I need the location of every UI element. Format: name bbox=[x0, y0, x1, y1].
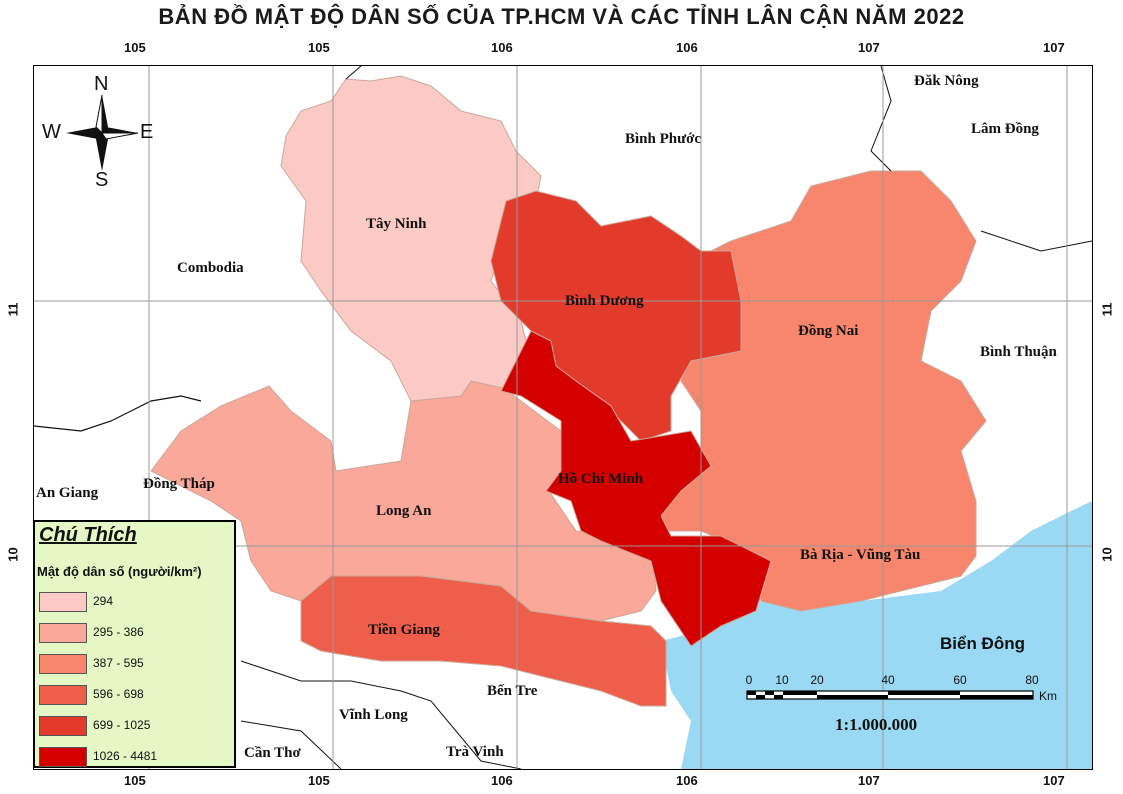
label-bien-dong: Biển Đông bbox=[940, 634, 1025, 653]
label-combodia: Combodia bbox=[177, 260, 244, 276]
compass-s: S bbox=[95, 169, 109, 191]
label-binh-thuan: Bình Thuận bbox=[980, 344, 1057, 360]
label-lam-dong: Lâm Đồng bbox=[971, 121, 1039, 137]
label-tay-ninh: Tây Ninh bbox=[366, 216, 427, 232]
label-ho-chi-minh: Hồ Chí Minh bbox=[558, 471, 644, 487]
legend-label: 596 - 698 bbox=[93, 687, 144, 701]
legend-item: 387 - 595 bbox=[39, 654, 229, 674]
legend-label: 1026 - 4481 bbox=[93, 749, 158, 763]
border-line bbox=[240, 720, 342, 769]
north-arrow: N S W E bbox=[40, 73, 160, 191]
grid-label-bottom: 106 bbox=[676, 773, 698, 788]
legend-title: Chú Thích bbox=[39, 524, 137, 546]
label-dak-nong: Đăk Nông bbox=[914, 73, 979, 89]
grid-label-bottom: 107 bbox=[1043, 773, 1065, 788]
legend-item: 699 - 1025 bbox=[39, 716, 229, 736]
scale-tick: 40 bbox=[881, 673, 895, 687]
scale-tick: 60 bbox=[953, 673, 967, 687]
grid-label-top: 106 bbox=[491, 40, 513, 55]
grid-label-top: 105 bbox=[124, 40, 146, 55]
scale-ratio: 1:1.000.000 bbox=[835, 715, 918, 734]
scale-tick: 20 bbox=[810, 673, 824, 687]
legend-label: 294 bbox=[93, 594, 114, 608]
grid-label-left: 10 bbox=[5, 547, 21, 562]
grid-label-bottom: 105 bbox=[308, 773, 330, 788]
label-an-giang: An Giang bbox=[36, 485, 99, 501]
legend-swatch bbox=[39, 716, 87, 736]
legend-label: 295 - 386 bbox=[93, 625, 144, 639]
sea-area bbox=[661, 501, 1092, 769]
label-can-tho: Cần Thơ bbox=[244, 745, 301, 761]
compass-e: E bbox=[140, 121, 154, 143]
label-binh-duong: Bình Dương bbox=[565, 293, 644, 309]
compass-n: N bbox=[94, 73, 109, 95]
border-line bbox=[980, 230, 1092, 252]
label-dong-thap: Đồng Tháp bbox=[143, 476, 215, 492]
scale-tick: 0 bbox=[745, 673, 753, 687]
legend-item: 294 bbox=[39, 592, 229, 612]
legend-swatch bbox=[39, 592, 87, 612]
legend-label: 387 - 595 bbox=[93, 656, 144, 670]
legend-swatch bbox=[39, 623, 87, 643]
scale-graphic bbox=[746, 690, 1034, 700]
compass-rose-icon bbox=[66, 94, 139, 171]
grid-label-top: 107 bbox=[1043, 40, 1065, 55]
map-title: BẢN ĐỒ MẬT ĐỘ DÂN SỐ CỦA TP.HCM VÀ CÁC T… bbox=[158, 4, 965, 29]
map-frame bbox=[33, 65, 1093, 770]
border-line bbox=[345, 66, 362, 80]
label-long-an: Long An bbox=[376, 503, 432, 519]
legend-swatch bbox=[39, 654, 87, 674]
label-tien-giang: Tiền Giang bbox=[368, 622, 440, 638]
grid-label-top: 106 bbox=[676, 40, 698, 55]
legend-item: 596 - 698 bbox=[39, 685, 229, 705]
legend-label: 699 - 1025 bbox=[93, 718, 151, 732]
label-vinh-long: Vĩnh Long bbox=[339, 707, 408, 723]
grid-label-left: 11 bbox=[5, 302, 21, 317]
scale-tick: 80 bbox=[1025, 673, 1039, 687]
legend-item: 1026 - 4481 bbox=[39, 747, 229, 767]
grid-label-right: 11 bbox=[1099, 302, 1115, 317]
grid-label-bottom: 105 bbox=[124, 773, 146, 788]
legend-swatch bbox=[39, 685, 87, 705]
grid-label-bottom: 106 bbox=[491, 773, 513, 788]
legend-swatch bbox=[39, 747, 87, 767]
label-dong-nai: Đồng Nai bbox=[798, 323, 859, 339]
grid-label-top: 107 bbox=[858, 40, 880, 55]
label-ba-ria-vung-tau: Bà Rịa - Vũng Tàu bbox=[800, 547, 921, 563]
label-ben-tre: Bến Tre bbox=[487, 683, 538, 699]
label-binh-phuoc: Bình Phước bbox=[625, 131, 702, 147]
border-line bbox=[34, 395, 202, 432]
legend-item: 295 - 386 bbox=[39, 623, 229, 643]
legend-subtitle: Mật độ dân số (người/km²) bbox=[37, 564, 202, 579]
compass-w: W bbox=[42, 121, 61, 143]
border-line bbox=[240, 660, 522, 769]
grid-label-top: 105 bbox=[308, 40, 330, 55]
scale-unit: Km bbox=[1039, 689, 1057, 703]
grid-label-bottom: 107 bbox=[858, 773, 880, 788]
scale-bar: 0 10 20 40 60 80 Km 1:1.000.000 bbox=[745, 673, 1057, 734]
label-tra-vinh: Trà Vinh bbox=[446, 744, 504, 760]
legend: Chú Thích Mật độ dân số (người/km²) 294 … bbox=[33, 520, 236, 768]
grid-label-right: 10 bbox=[1099, 547, 1115, 562]
border-line bbox=[870, 66, 892, 172]
scale-tick: 10 bbox=[775, 673, 789, 687]
region-ho-chi-minh bbox=[500, 330, 772, 647]
graticule bbox=[34, 66, 1092, 769]
map-canvas bbox=[34, 66, 1092, 769]
